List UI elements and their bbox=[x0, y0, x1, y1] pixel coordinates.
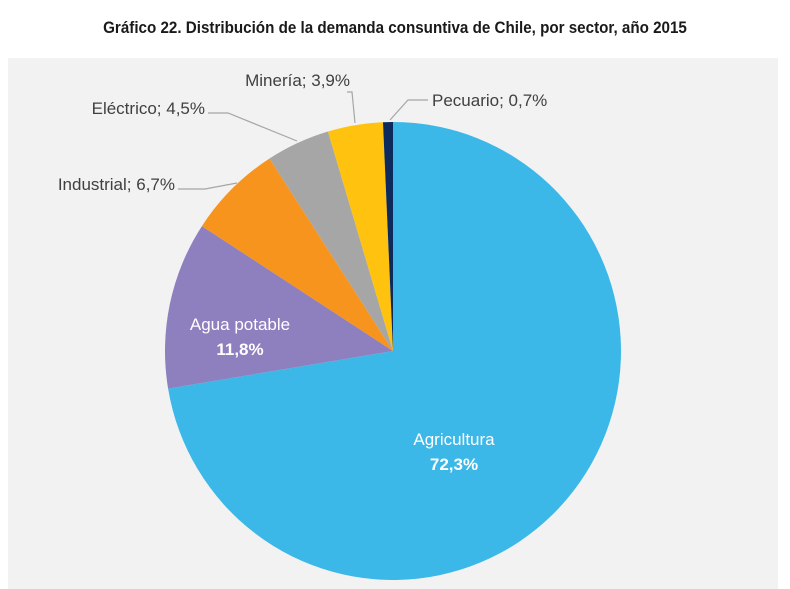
pie-slice-agricultura bbox=[168, 122, 621, 580]
leader-line-pecuario bbox=[389, 99, 428, 121]
data-label-mineria: Minería; 3,9% bbox=[245, 71, 350, 90]
data-label-agua-potable: Agua potable bbox=[190, 315, 290, 334]
data-label-pecuario: Pecuario; 0,7% bbox=[432, 91, 547, 110]
pie-slice-mineria bbox=[327, 122, 393, 351]
data-label-industrial: Industrial; 6,7% bbox=[58, 175, 175, 194]
pie-slice-electrico bbox=[269, 131, 393, 351]
chart-title: Gráfico 22. Distribución de la demanda c… bbox=[103, 19, 687, 37]
leader-line-electrico bbox=[208, 112, 298, 142]
value-label-agricultura: 72,3% bbox=[430, 455, 478, 474]
pie-slice-industrial bbox=[201, 158, 393, 351]
pie-slice-pecuario bbox=[382, 122, 393, 351]
pie-slice-agua-potable bbox=[164, 226, 393, 389]
value-label-agua-potable: 11,8% bbox=[216, 340, 263, 359]
leader-line-mineria bbox=[347, 91, 356, 124]
data-label-agricultura: Agricultura bbox=[413, 430, 495, 449]
data-label-electrico: Eléctrico; 4,5% bbox=[92, 99, 205, 118]
leader-line-industrial bbox=[178, 182, 238, 190]
